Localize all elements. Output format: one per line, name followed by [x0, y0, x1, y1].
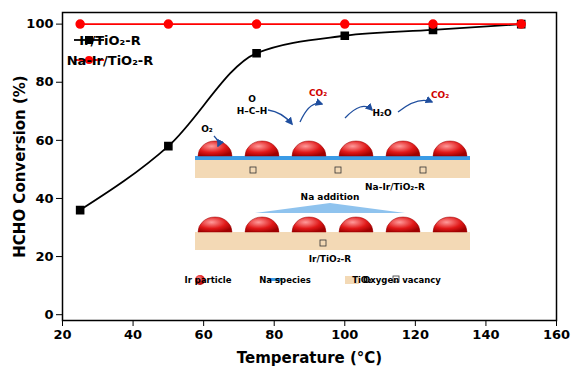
- svg-text:Ir/TiO₂-R: Ir/TiO₂-R: [79, 33, 140, 48]
- svg-text:120: 120: [402, 327, 429, 342]
- svg-text:Ir/TiO₂-R: Ir/TiO₂-R: [309, 254, 352, 264]
- svg-text:O₂: O₂: [201, 124, 213, 134]
- svg-text:CO₂: CO₂: [309, 88, 327, 98]
- svg-text:Na-Ir/TiO₂-R: Na-Ir/TiO₂-R: [67, 53, 154, 68]
- svg-text:Na-Ir/TiO₂-R: Na-Ir/TiO₂-R: [365, 182, 425, 192]
- svg-text:0: 0: [44, 307, 53, 322]
- svg-text:40: 40: [35, 191, 53, 206]
- svg-text:H–C–H: H–C–H: [237, 106, 268, 116]
- svg-text:60: 60: [195, 327, 213, 342]
- svg-text:Temperature (°C): Temperature (°C): [237, 349, 382, 367]
- svg-text:Na species: Na species: [259, 275, 311, 285]
- svg-text:80: 80: [35, 74, 53, 89]
- svg-text:140: 140: [472, 327, 499, 342]
- svg-text:160: 160: [543, 327, 570, 342]
- svg-text:100: 100: [26, 16, 53, 31]
- svg-text:HCHO Conversion (%): HCHO Conversion (%): [11, 75, 29, 257]
- svg-text:O: O: [248, 94, 256, 104]
- svg-text:60: 60: [35, 133, 53, 148]
- svg-text:20: 20: [53, 327, 71, 342]
- svg-text:CO₂: CO₂: [431, 90, 449, 100]
- svg-text:100: 100: [331, 327, 358, 342]
- svg-text:H₂O: H₂O: [372, 108, 391, 118]
- svg-text:Ir particle: Ir particle: [184, 275, 231, 285]
- svg-text:40: 40: [124, 327, 142, 342]
- svg-text:80: 80: [265, 327, 283, 342]
- svg-text:Oxygen vacancy: Oxygen vacancy: [363, 275, 441, 285]
- svg-text:Na addition: Na addition: [301, 192, 360, 202]
- svg-text:20: 20: [35, 249, 53, 264]
